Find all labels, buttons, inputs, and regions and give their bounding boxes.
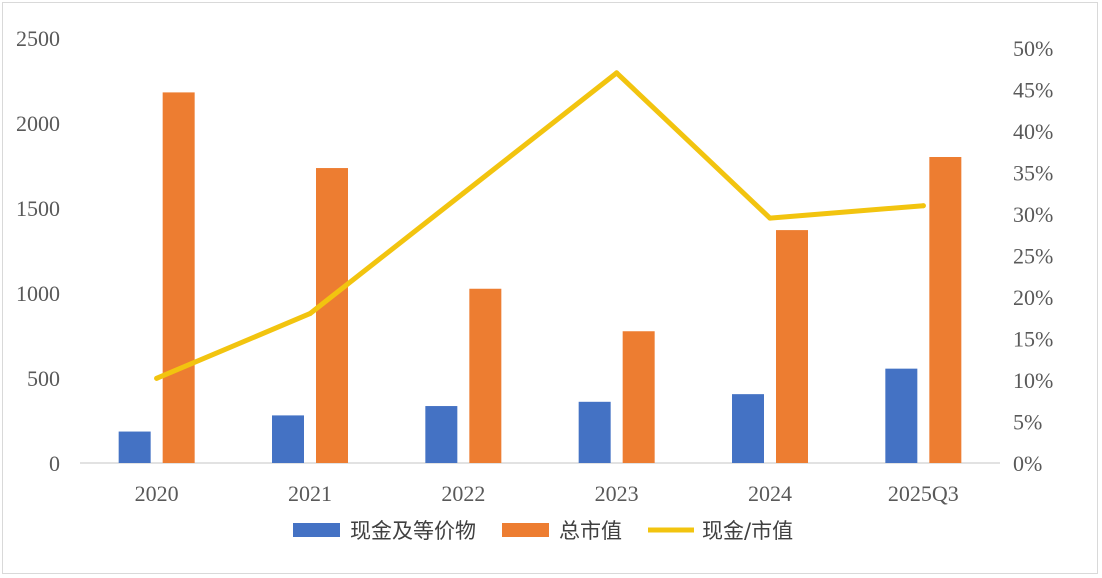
- right-tick-label: 0%: [1013, 451, 1042, 476]
- ratio-point: [767, 215, 773, 221]
- right-tick-label: 10%: [1013, 368, 1053, 393]
- market-cap-bar: [622, 331, 655, 463]
- left-tick-label: 1500: [16, 196, 60, 221]
- right-tick-label: 40%: [1013, 119, 1053, 144]
- ratio-point: [460, 190, 466, 196]
- cash-bar: [118, 431, 151, 463]
- legend: 现金及等价物 总市值 现金/市值: [293, 519, 793, 543]
- ratio-point: [307, 311, 313, 317]
- left-axis-ticks: 0 500 1000 1500 2000 2500: [16, 26, 60, 476]
- right-tick-label: 25%: [1013, 244, 1053, 269]
- market-cap-bar: [929, 157, 962, 463]
- left-tick-label: 500: [27, 366, 60, 391]
- left-tick-label: 0: [49, 451, 60, 476]
- ratio-line-series: [154, 70, 926, 381]
- market-cap-bar: [469, 288, 502, 463]
- ratio-point: [614, 70, 620, 76]
- legend-swatch-market-cap: [502, 523, 549, 537]
- right-tick-label: 20%: [1013, 285, 1053, 310]
- x-tick-label: 2025Q3: [888, 481, 959, 506]
- x-tick-label: 2020: [135, 481, 179, 506]
- right-tick-label: 50%: [1013, 36, 1053, 61]
- x-tick-label: 2024: [748, 481, 792, 506]
- right-tick-label: 30%: [1013, 202, 1053, 227]
- cash-bar: [425, 406, 458, 463]
- right-tick-label: 35%: [1013, 161, 1053, 186]
- ratio-line: [154, 70, 926, 381]
- x-tick-label: 2023: [595, 481, 639, 506]
- cash-bar: [578, 401, 611, 463]
- cash-bar: [885, 368, 918, 463]
- x-tick-label: 2022: [441, 481, 485, 506]
- legend-label-ratio: 现金/市值: [702, 519, 793, 543]
- x-axis-ticks: 2020 2021 2022 2023 2024 2025Q3: [135, 481, 959, 506]
- right-tick-label: 15%: [1013, 327, 1053, 352]
- market-cap-bar: [776, 230, 808, 463]
- right-tick-label: 5%: [1013, 410, 1042, 435]
- cash-bar: [272, 415, 304, 463]
- right-tick-label: 45%: [1013, 78, 1053, 103]
- ratio-point: [154, 375, 160, 381]
- cash-bars-series: [118, 368, 918, 463]
- market-cap-bar: [162, 92, 195, 464]
- legend-swatch-cash: [293, 523, 340, 537]
- legend-label-market-cap: 总市值: [559, 519, 622, 543]
- market-cap-bar: [316, 168, 348, 464]
- legend-label-cash: 现金及等价物: [350, 519, 476, 543]
- cash-bar: [732, 394, 764, 463]
- left-tick-label: 1000: [16, 281, 60, 306]
- left-tick-label: 2500: [16, 26, 60, 51]
- right-axis-ticks: 0% 5% 10% 15% 20% 25% 30% 35% 40% 45% 50%: [1013, 36, 1053, 476]
- x-tick-label: 2021: [288, 481, 332, 506]
- ratio-point: [920, 203, 926, 209]
- left-tick-label: 2000: [16, 111, 60, 136]
- market-cap-bars-series: [162, 92, 962, 464]
